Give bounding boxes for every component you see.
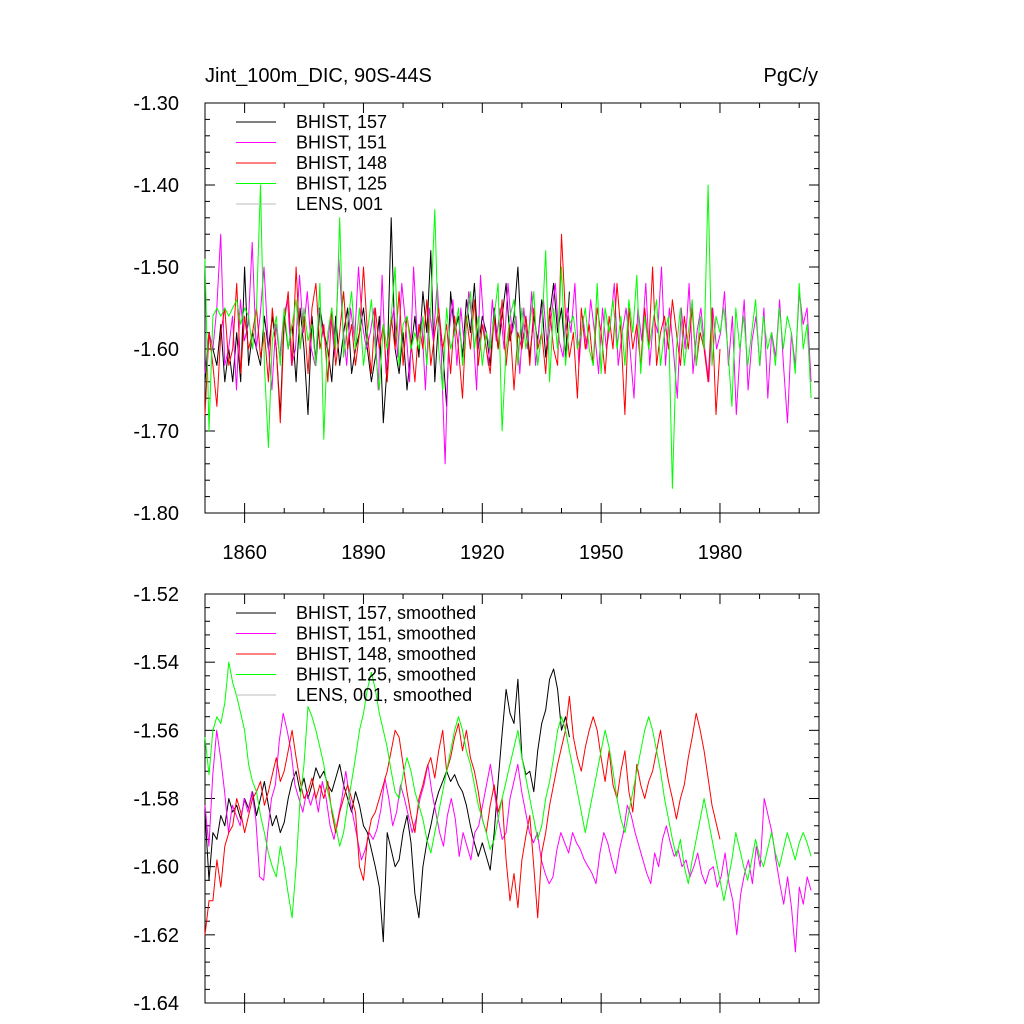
top-panel-legend-label: BHIST, 151 (296, 133, 387, 153)
top-panel-y-tick-label: -1.80 (133, 503, 179, 525)
top-panel-series-bhist-151 (204, 233, 812, 465)
top-panel-y-tick-label: -1.30 (133, 93, 179, 115)
top-panel-y-tick-label: -1.60 (133, 339, 179, 361)
bottom-panel-y-tick-label: -1.62 (133, 925, 179, 947)
top-panel-x-tick-label: 1860 (222, 542, 267, 564)
top-panel-x-tick-label: 1920 (460, 542, 505, 564)
bottom-panel-y-tick-label: -1.64 (133, 993, 179, 1015)
top-panel-title: Jint_100m_DIC, 90S-44S (205, 65, 432, 87)
bottom-panel-legend-label: BHIST, 148, smoothed (296, 644, 476, 664)
bottom-panel-y-tick-label: -1.56 (133, 720, 179, 742)
top-panel-series (204, 184, 812, 489)
top-panel-series-bhist-125 (204, 184, 812, 489)
bottom-panel-series-bhist-148 (204, 695, 721, 935)
bottom-panel-series-bhist-157 (204, 668, 570, 943)
bottom-panel-y-tick-labels: -1.52 -1.54 -1.56 -1.58 -1.60 -1.62 -1.64 (133, 584, 179, 1015)
top-panel-y-tick-label: -1.50 (133, 257, 179, 279)
bottom-panel-legend-label: BHIST, 125, smoothed (296, 665, 476, 685)
bottom-panel-series (204, 661, 812, 953)
bottom-panel-y-tick-label: -1.52 (133, 584, 179, 606)
bottom-panel-y-tick-label: -1.60 (133, 857, 179, 879)
top-panel-y-tick-label: -1.40 (133, 175, 179, 197)
bottom-panel: -1.52 -1.54 -1.56 -1.58 -1.60 -1.62 -1.64 BHIS… (133, 584, 820, 1015)
top-panel-legend-label: LENS, 001 (296, 194, 383, 214)
bottom-panel-legend-label: LENS, 001, smoothed (296, 685, 472, 705)
top-panel: Jint_100m_DIC, 90S-44S PgC/y -1.30-1.40-… (133, 65, 820, 564)
bottom-panel-y-tick-label: -1.54 (133, 652, 179, 674)
top-panel-units: PgC/y (764, 65, 818, 87)
top-panel-y-tick-labels: -1.30 -1.40 -1.50 -1.60 -1.70 -1.80 (133, 93, 179, 525)
bottom-panel-legend-label: BHIST, 157, smoothed (296, 603, 476, 623)
top-panel-legend-label: BHIST, 125 (296, 174, 387, 194)
top-panel-series-bhist-148 (204, 233, 721, 424)
top-panel-x-tick-label: 1980 (698, 542, 743, 564)
top-panel-x-tick-label: 1890 (341, 542, 386, 564)
top-panel-ticks (204, 102, 819, 523)
bottom-panel-series-bhist-125 (204, 661, 812, 919)
top-panel-legend-label: BHIST, 157 (296, 112, 387, 132)
top-panel-x-tick-labels: 1860 1890 1920 1950 1980 (222, 542, 742, 564)
top-panel-y-tick-label: -1.70 (133, 421, 179, 443)
bottom-panel-legend-label: BHIST, 151, smoothed (296, 624, 476, 644)
top-panel-legend-label: BHIST, 148 (296, 153, 387, 173)
top-panel-frame (204, 102, 820, 514)
bottom-panel-y-tick-label: -1.58 (133, 789, 179, 811)
top-panel-x-tick-label: 1950 (579, 542, 624, 564)
bottom-panel-series-bhist-151 (204, 712, 812, 953)
